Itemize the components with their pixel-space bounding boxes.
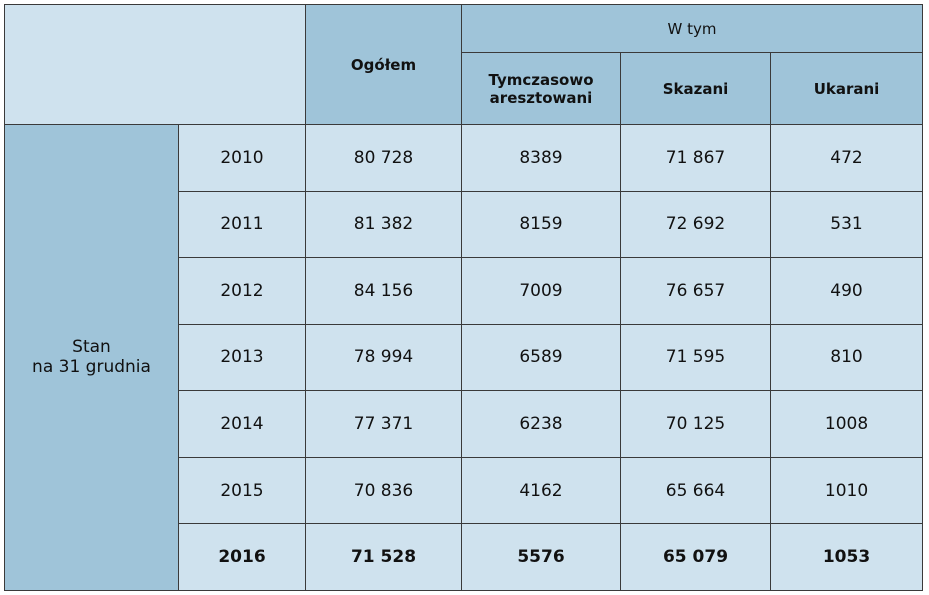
cell-text: 71 867 <box>665 147 726 168</box>
cell-text-line: Stan <box>72 337 111 358</box>
value-cell: 72 692 <box>620 190 771 259</box>
cell-text: 2012 <box>220 280 264 301</box>
cell-text: 6589 <box>519 347 563 368</box>
data-row: 2012 84 156 7009 76 657 490 <box>5 257 924 325</box>
cell-text-line: na 31 grudnia <box>32 357 151 378</box>
value-cell: 5576 <box>461 523 621 591</box>
value-cell: 6589 <box>461 323 621 392</box>
cell-text: 2015 <box>220 480 264 501</box>
header-row: Ogółem W tym <box>4 4 924 125</box>
header-row: Tymczasowo aresztowani Skazani Ukarani <box>5 52 924 125</box>
value-cell: 76 657 <box>620 257 771 325</box>
table-body: Ogółem W tym Tymczasowo aresztowani Skazan… <box>4 4 924 591</box>
value-cell: 490 <box>769 257 924 325</box>
value-cell: 70 836 <box>305 456 462 525</box>
year-cell: 2010 <box>178 124 306 192</box>
row-group-cell: Stan na 31 grudnia <box>4 124 179 591</box>
cell-text: 65 664 <box>665 480 726 501</box>
header-cell: Skazani <box>620 52 771 125</box>
year-cell: 2015 <box>178 456 306 525</box>
value-cell: 81 382 <box>305 190 462 259</box>
data-row: Stan na 31 grudnia 2010 80 728 8389 71 867 472 <box>4 124 924 591</box>
header-text: Ogółem <box>350 55 417 74</box>
value-cell: 1010 <box>769 456 924 525</box>
cell-text: 80 728 <box>353 147 414 168</box>
cell-text: 810 <box>830 347 863 368</box>
value-cell: 8159 <box>461 190 621 259</box>
value-cell: 8389 <box>461 124 621 192</box>
value-cell: 65 079 <box>620 523 771 591</box>
header-text: W tym <box>667 19 717 38</box>
cell-text: 70 836 <box>353 480 414 501</box>
value-cell: 472 <box>769 124 924 192</box>
cell-text: 2010 <box>220 147 264 168</box>
cell-text: 70 125 <box>665 414 726 435</box>
cell-text: 71 595 <box>665 347 726 368</box>
value-cell: 4162 <box>461 456 621 525</box>
cell-text: 1010 <box>824 480 869 501</box>
corner-cell <box>4 4 306 125</box>
cell-text: 8389 <box>519 147 563 168</box>
header-cell: Tymczasowo aresztowani <box>461 52 621 125</box>
value-cell: 71 595 <box>620 323 771 392</box>
value-cell: 70 125 <box>620 390 771 458</box>
value-cell: 6238 <box>461 390 621 458</box>
value-cell: 78 994 <box>305 323 462 392</box>
value-cell: 531 <box>769 190 924 259</box>
header-cell: W tym <box>460 4 924 53</box>
data-row: 2015 70 836 4162 65 664 1010 <box>5 456 924 525</box>
cell-text: 65 079 <box>662 547 729 568</box>
cell-text: 77 371 <box>353 414 414 435</box>
data-row: 2011 81 382 8159 72 692 531 <box>5 190 924 259</box>
value-cell: 1053 <box>769 523 924 591</box>
cell-text: 7009 <box>519 280 563 301</box>
header-cell: Ogółem <box>305 4 462 125</box>
year-cell: 2013 <box>178 323 306 392</box>
data-row: 2014 77 371 6238 70 125 1008 <box>5 390 924 458</box>
prison-table: Ogółem W tym Tymczasowo aresztowani Skazan… <box>4 4 924 591</box>
cell-text: 2014 <box>220 414 264 435</box>
value-cell: 1008 <box>769 390 924 458</box>
value-cell: 71 867 <box>620 124 771 192</box>
cell-text: 72 692 <box>665 214 726 235</box>
cell-text: 78 994 <box>353 347 414 368</box>
cell-text: 531 <box>830 214 863 235</box>
cell-text: 2011 <box>220 214 264 235</box>
cell-text: 76 657 <box>665 280 726 301</box>
data-row: 2013 78 994 6589 71 595 810 <box>5 323 924 392</box>
cell-text: 490 <box>830 280 863 301</box>
year-cell: 2014 <box>178 390 306 458</box>
cell-text: 8159 <box>519 214 563 235</box>
cell-text: 5576 <box>517 547 565 568</box>
data-row: 2016 71 528 5576 65 079 1053 <box>5 523 924 591</box>
cell-text: 1008 <box>824 414 869 435</box>
value-cell: 80 728 <box>305 124 462 192</box>
cell-text-line: Ukarani <box>813 79 880 98</box>
year-cell: 2012 <box>178 257 306 325</box>
value-cell: 7009 <box>461 257 621 325</box>
header-cell: Ukarani <box>769 52 924 125</box>
cell-text: 6238 <box>519 414 563 435</box>
value-cell: 810 <box>769 323 924 392</box>
cell-text-line: Skazani <box>662 79 729 98</box>
year-cell: 2016 <box>178 523 306 591</box>
cell-text: 4162 <box>519 480 563 501</box>
cell-text-line: aresztowani <box>489 88 593 107</box>
cell-text-line: Tymczasowo <box>488 70 594 89</box>
year-cell: 2011 <box>178 190 306 259</box>
cell-text: 71 528 <box>350 547 417 568</box>
cell-text: 84 156 <box>353 280 414 301</box>
value-cell: 84 156 <box>305 257 462 325</box>
cell-text: 2013 <box>220 347 264 368</box>
value-cell: 77 371 <box>305 390 462 458</box>
value-cell: 71 528 <box>305 523 462 591</box>
value-cell: 65 664 <box>620 456 771 525</box>
cell-text: 2016 <box>218 547 266 568</box>
cell-text: 472 <box>830 147 863 168</box>
cell-text: 81 382 <box>353 214 414 235</box>
cell-text: 1053 <box>822 547 871 568</box>
